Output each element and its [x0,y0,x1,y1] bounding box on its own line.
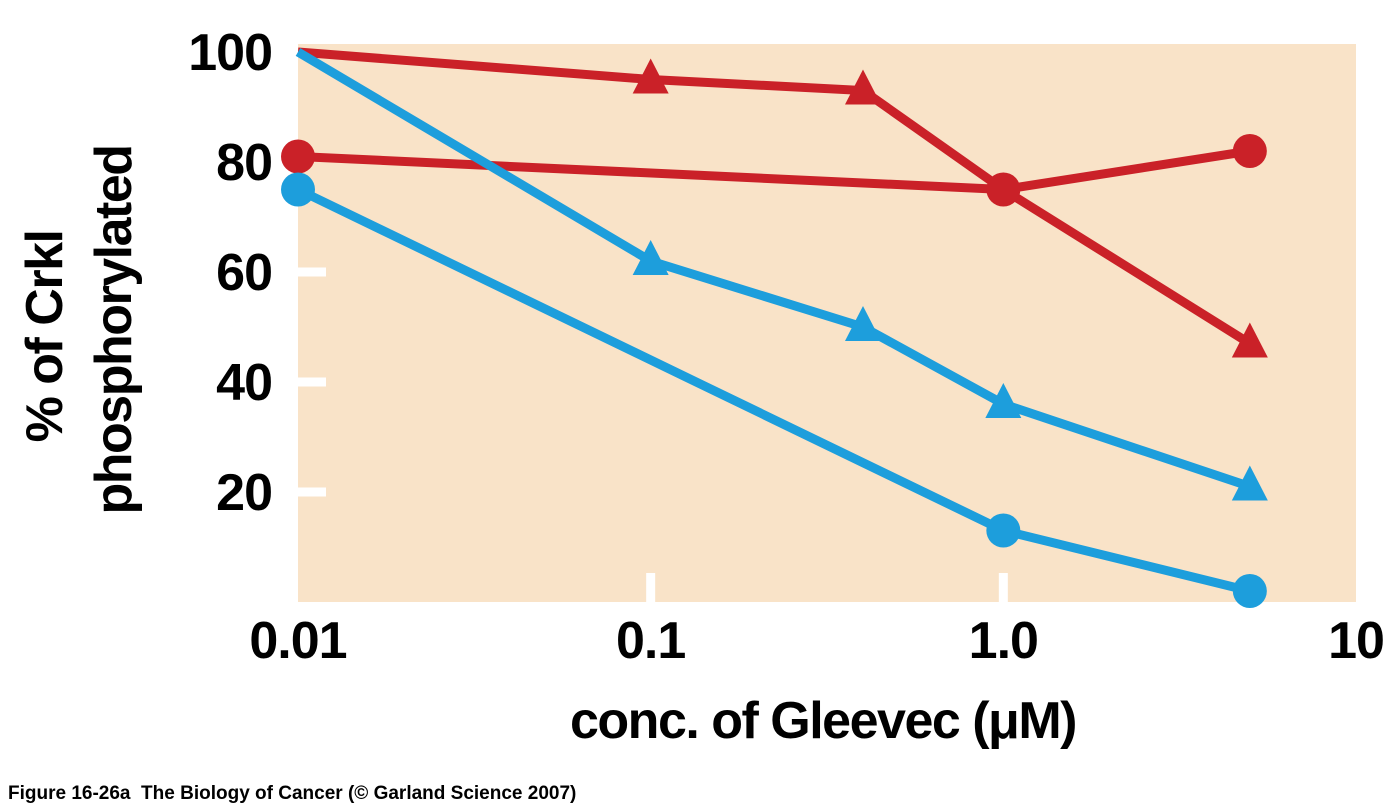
gleevec-dose-response-chart: 0.01 0.1 1.0 10 100 80 60 40 20 % of Crkl phosph… [16,24,1385,750]
x-tick-label-1.0: 1.0 [969,612,1038,670]
triangle-marker-blue-triangles [985,383,1022,418]
x-tick-label-0.1: 0.1 [616,612,685,670]
triangle-marker-blue-triangles [632,240,669,275]
circle-marker-blue-circles [1232,574,1267,608]
figure-caption: Figure 16-26a The Biology of Cancer (© G… [8,783,577,804]
plot-layer: 0.01 0.1 1.0 10 100 80 60 40 20 [188,24,1385,670]
circle-marker-red-circles [1232,134,1267,168]
plot-area [298,44,1356,602]
y-tick-label-20: 20 [216,464,272,522]
circle-marker-blue-circles [986,513,1021,548]
circle-marker-red-circles [281,139,315,174]
x-tick-label-0.01: 0.01 [249,612,346,670]
y-tick-label-60: 60 [216,244,272,302]
circle-marker-blue-circles [281,172,315,207]
triangle-marker-red-triangles [1231,322,1268,358]
triangle-marker-blue-triangles [1231,465,1268,501]
x-axis-tick-1.0 [998,573,1008,602]
x-axis-tick-0.1 [646,573,656,602]
y-axis-tick-20 [298,487,326,497]
circle-marker-red-circles [986,172,1021,207]
triangle-marker-blue-triangles [844,306,881,341]
y-tick-label-100: 100 [188,24,272,82]
triangle-marker-red-triangles [844,69,881,105]
y-tick-label-40: 40 [216,354,272,412]
y-axis-tick-40 [298,377,326,387]
x-axis-title: conc. of Gleevec (μM) [570,692,1076,750]
y-axis-title: % of Crkl phosphorylated [16,145,143,514]
x-tick-label-10: 10 [1328,612,1384,670]
y-axis-title-line2: phosphorylated [85,145,143,514]
y-axis-title-line1: % of Crkl [16,231,74,443]
triangle-marker-red-triangles [632,58,669,94]
y-axis-tick-60 [298,267,326,277]
y-tick-label-80: 80 [216,134,272,192]
